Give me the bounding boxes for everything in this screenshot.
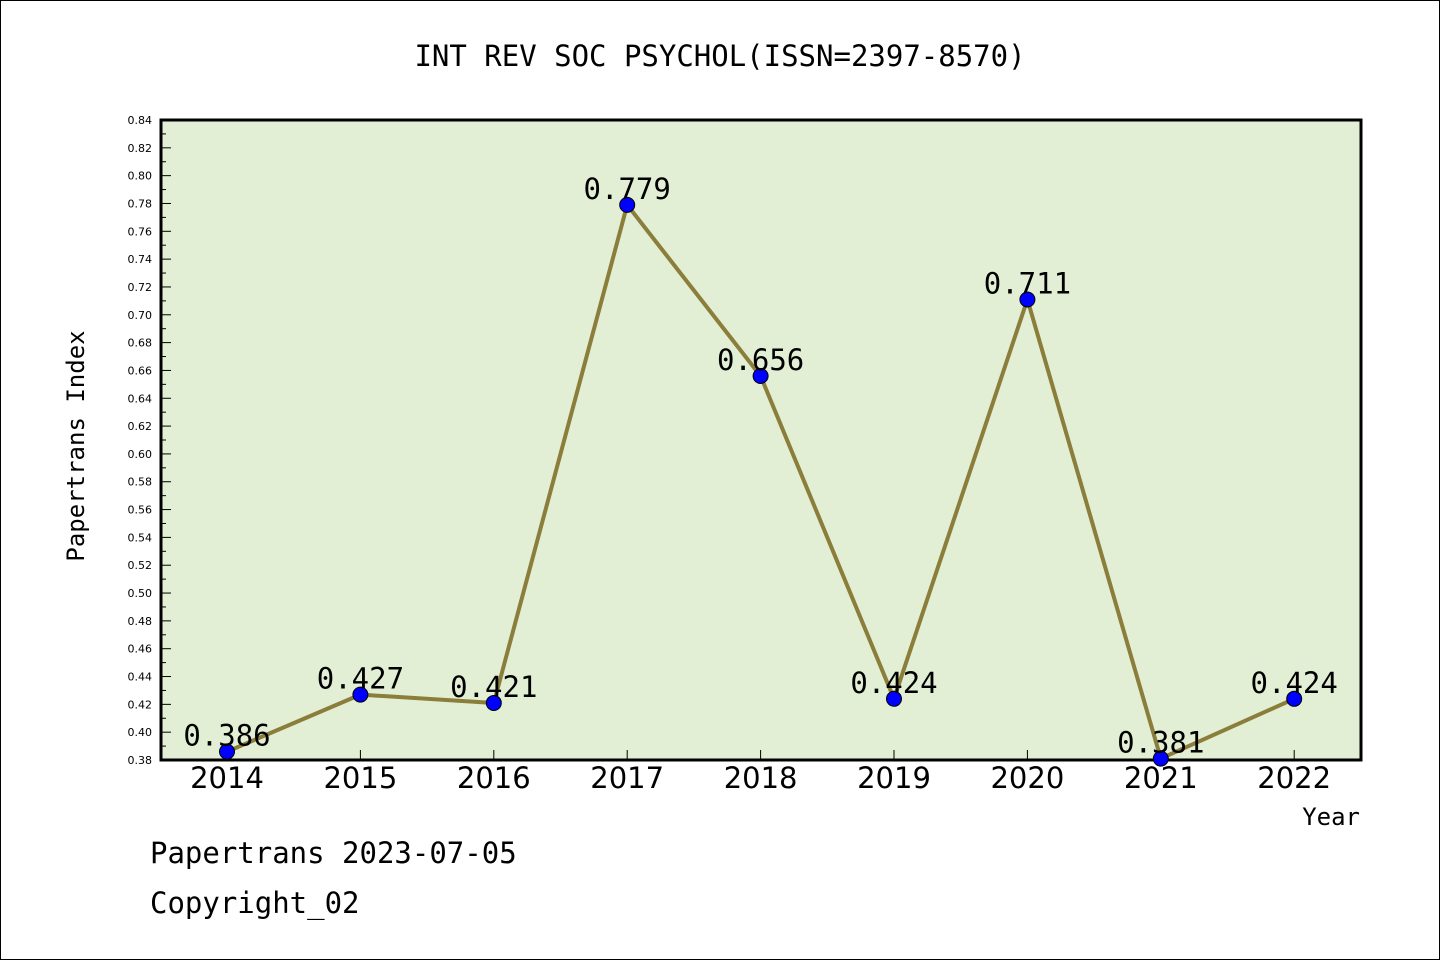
y-axis-label: Papertrans Index xyxy=(62,330,90,561)
chart-title: INT REV SOC PSYCHOL(ISSN=2397-8570) xyxy=(414,39,1025,73)
data-point xyxy=(485,694,502,711)
y-tick-label: 0.66 xyxy=(128,364,153,377)
x-tick-label: 2018 xyxy=(724,761,798,795)
y-tick-label: 0.48 xyxy=(128,615,153,628)
y-tick-label: 0.78 xyxy=(128,197,153,210)
y-tick-label: 0.62 xyxy=(128,420,153,433)
y-tick-label: 0.42 xyxy=(128,698,153,711)
footer-copyright: Copyright_02 xyxy=(150,886,360,920)
y-tick-label: 0.72 xyxy=(128,281,153,294)
data-label: 0.424 xyxy=(1251,666,1338,700)
data-label: 0.711 xyxy=(984,266,1071,300)
data-label: 0.427 xyxy=(317,662,404,696)
data-label: 0.656 xyxy=(717,343,804,377)
y-tick-label: 0.60 xyxy=(128,448,153,461)
data-label: 0.386 xyxy=(183,719,270,753)
x-tick-label: 2020 xyxy=(990,761,1064,795)
data-point xyxy=(619,196,636,213)
y-tick-label: 0.70 xyxy=(128,309,153,322)
y-tick-label: 0.74 xyxy=(128,253,153,266)
data-labels: 0.386 0.427 0.421 0.779 0.656 0.424 0.711 0.381… xyxy=(183,172,1338,760)
data-point xyxy=(352,686,369,703)
y-tick-label: 0.54 xyxy=(128,531,153,544)
y-tick-label: 0.38 xyxy=(128,754,153,767)
y-axis: 0.38 0.40 0.42 0.44 0.46 0.48 0.50 0.52 0.54 0.56… xyxy=(128,114,171,767)
data-point xyxy=(219,743,235,760)
x-tick-label: 2017 xyxy=(590,761,664,795)
x-tick-label: 2021 xyxy=(1124,761,1198,795)
data-markers xyxy=(219,196,1303,767)
y-tick-label: 0.46 xyxy=(128,643,153,656)
x-tick-label: 2015 xyxy=(323,761,397,795)
x-tick-label: 2022 xyxy=(1257,761,1331,795)
data-point xyxy=(1019,291,1036,308)
y-tick-label: 0.68 xyxy=(128,337,153,350)
y-tick-label: 0.82 xyxy=(128,142,153,155)
data-point xyxy=(752,368,769,384)
x-axis: 2014 2015 2016 2017 2018 2019 2020 2021 2022 xyxy=(190,750,1331,795)
y-tick-label: 0.52 xyxy=(128,559,153,572)
footer-date: Papertrans 2023-07-05 xyxy=(150,836,517,870)
data-label: 0.424 xyxy=(850,666,937,700)
y-tick-label: 0.40 xyxy=(128,726,153,739)
data-point xyxy=(1152,750,1169,767)
data-point xyxy=(886,690,902,707)
y-tick-label: 0.50 xyxy=(128,587,153,600)
y-tick-label: 0.58 xyxy=(128,476,153,489)
x-axis-label: Year xyxy=(1302,803,1360,831)
x-tick-label: 2014 xyxy=(190,761,264,795)
data-label: 0.779 xyxy=(584,172,671,206)
y-tick-label: 0.80 xyxy=(128,170,153,183)
plot-area xyxy=(159,118,1363,762)
y-tick-label: 0.44 xyxy=(128,671,153,684)
y-tick-label: 0.84 xyxy=(128,114,153,127)
x-tick-label: 2019 xyxy=(857,761,931,795)
x-tick-label: 2016 xyxy=(457,761,531,795)
data-point xyxy=(1286,690,1303,707)
y-tick-label: 0.76 xyxy=(128,225,153,238)
data-label: 0.421 xyxy=(450,670,537,704)
y-tick-label: 0.64 xyxy=(128,392,153,405)
data-label: 0.381 xyxy=(1117,726,1204,760)
y-tick-label: 0.56 xyxy=(128,504,153,517)
